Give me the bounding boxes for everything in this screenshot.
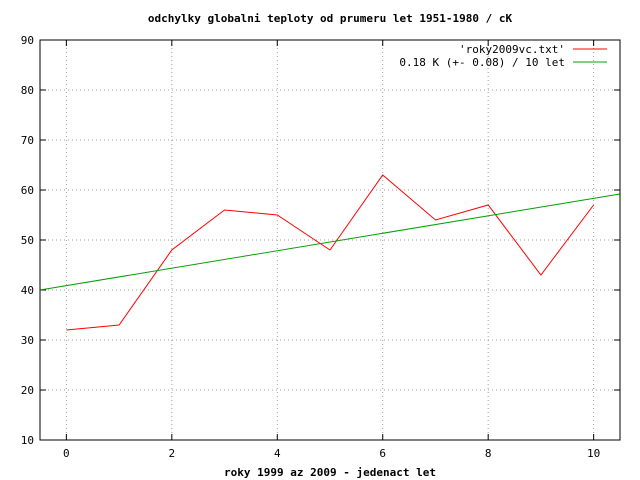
legend: 'roky2009vc.txt'0.18 K (+- 0.08) / 10 le… xyxy=(399,43,607,69)
legend-label-2: 0.18 K (+- 0.08) / 10 let xyxy=(399,56,565,69)
x-axis-label: roky 1999 az 2009 - jedenact let xyxy=(224,466,436,479)
x-tick-label: 8 xyxy=(485,447,492,460)
data-series xyxy=(39,174,621,331)
series-line-1 xyxy=(66,174,594,331)
x-tick-label: 6 xyxy=(379,447,386,460)
x-tick-label: 10 xyxy=(587,447,600,460)
plot-frame xyxy=(39,39,621,441)
y-tick-label: 60 xyxy=(21,184,34,197)
series-line-2 xyxy=(39,193,621,291)
y-tick-label: 30 xyxy=(21,334,34,347)
y-tick-label: 50 xyxy=(21,234,34,247)
y-tick-label: 20 xyxy=(21,384,34,397)
y-tick-label: 80 xyxy=(21,84,34,97)
y-tick-label: 40 xyxy=(21,284,34,297)
legend-label-1: 'roky2009vc.txt' xyxy=(459,43,565,56)
y-tick-label: 10 xyxy=(21,434,34,447)
y-tick-label: 70 xyxy=(21,134,34,147)
x-tick-label: 4 xyxy=(274,447,281,460)
axis-ticks: 10 20 30 40 50 60 70 80 90 0 2 4 6 8 10 xyxy=(21,34,620,460)
grid-lines xyxy=(40,40,620,440)
x-tick-label: 0 xyxy=(63,447,70,460)
y-tick-label: 90 xyxy=(21,34,34,47)
chart-title: odchylky globalni teploty od prumeru let… xyxy=(148,12,513,25)
x-tick-label: 2 xyxy=(169,447,176,460)
